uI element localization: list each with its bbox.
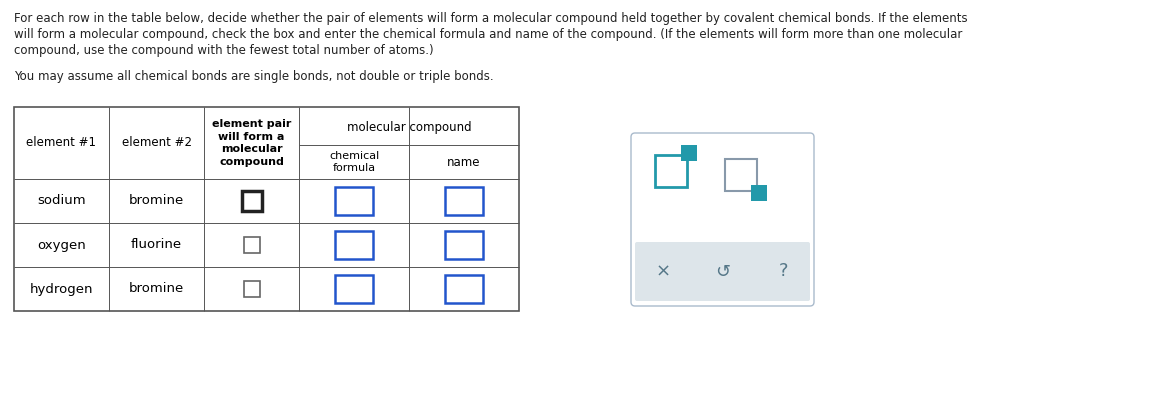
Text: bromine: bromine	[129, 282, 184, 296]
Text: element pair
will form a
molecular
compound: element pair will form a molecular compo…	[212, 119, 291, 167]
Text: hydrogen: hydrogen	[30, 282, 93, 296]
Bar	[335, 275, 374, 303]
Text: element #2: element #2	[121, 136, 192, 150]
Text: ?: ?	[779, 263, 788, 281]
Text: name: name	[447, 156, 481, 168]
Bar	[243, 237, 260, 253]
Text: ×: ×	[655, 263, 670, 281]
Text: molecular compound: molecular compound	[347, 122, 471, 134]
FancyBboxPatch shape	[631, 133, 814, 306]
Bar	[445, 231, 483, 259]
Text: For each row in the table below, decide whether the pair of elements will form a: For each row in the table below, decide …	[14, 12, 967, 25]
Text: oxygen: oxygen	[37, 239, 86, 251]
Text: fluorine: fluorine	[130, 239, 182, 251]
Bar	[241, 191, 262, 211]
Bar	[14, 107, 519, 311]
Bar	[681, 145, 697, 161]
Bar	[655, 155, 687, 187]
Bar	[335, 231, 374, 259]
Text: will form a molecular compound, check the box and enter the chemical formula and: will form a molecular compound, check th…	[14, 28, 963, 41]
Bar	[445, 275, 483, 303]
FancyBboxPatch shape	[636, 242, 810, 301]
Text: chemical
formula: chemical formula	[329, 151, 379, 173]
Text: compound, use the compound with the fewest total number of atoms.): compound, use the compound with the fewe…	[14, 44, 434, 57]
Bar	[445, 187, 483, 215]
Text: sodium: sodium	[37, 194, 86, 207]
Text: bromine: bromine	[129, 194, 184, 207]
Text: element #1: element #1	[27, 136, 97, 150]
Bar	[725, 159, 757, 191]
Text: ↺: ↺	[716, 263, 731, 281]
Bar	[751, 185, 767, 201]
Bar	[335, 187, 374, 215]
Bar	[243, 281, 260, 297]
Text: You may assume all chemical bonds are single bonds, not double or triple bonds.: You may assume all chemical bonds are si…	[14, 70, 494, 83]
